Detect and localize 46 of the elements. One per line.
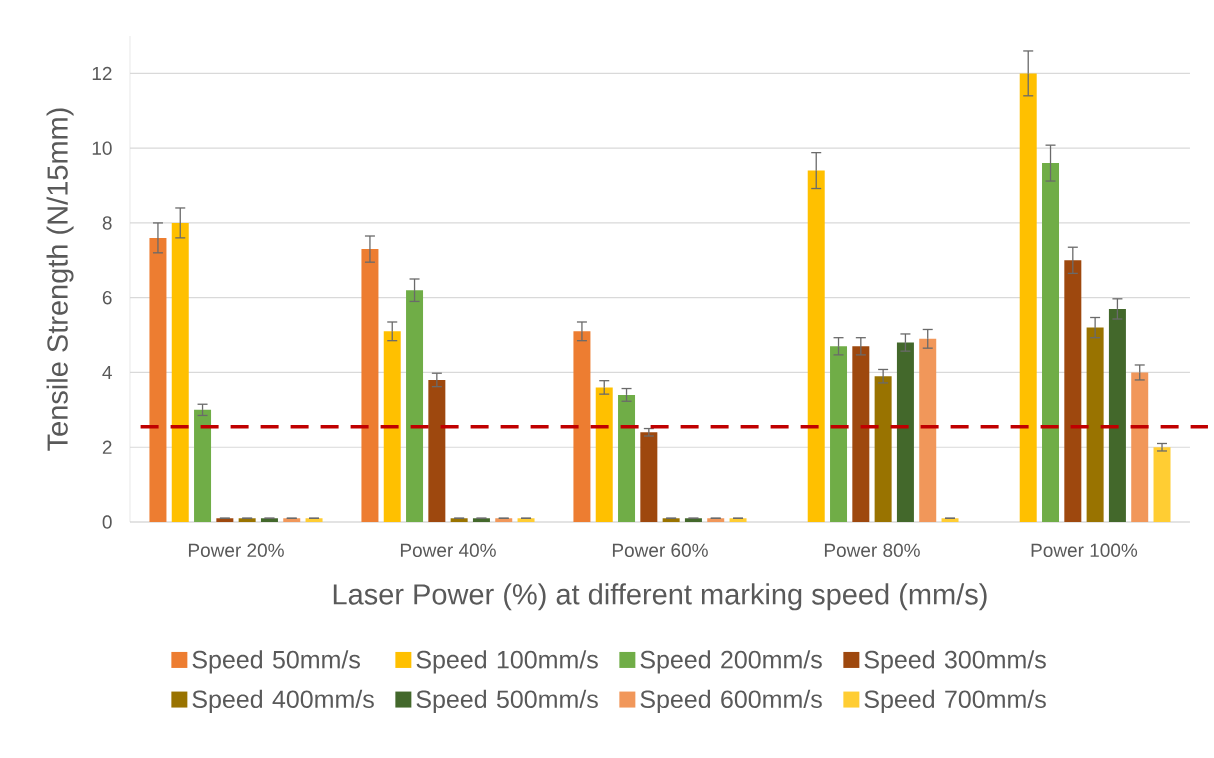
bar (1131, 372, 1149, 522)
x-tick-label: Power 60% (612, 543, 708, 557)
y-tick-label: 10 (92, 141, 112, 155)
legend-label: Speed 500mm/s (416, 689, 598, 714)
bar (1019, 73, 1037, 522)
legend-label: Speed 700mm/s (864, 689, 1046, 714)
bar (406, 290, 424, 522)
y-tick-label: 2 (102, 440, 112, 454)
bar (573, 331, 591, 522)
y-tick-label: 12 (92, 66, 112, 81)
x-tick-label: Power 100% (1031, 543, 1138, 557)
bar (1086, 327, 1104, 522)
bar (919, 338, 937, 522)
bar (618, 394, 636, 522)
legend-label: Speed 300mm/s (864, 650, 1046, 674)
bar (149, 237, 167, 522)
legend-label: Speed 50mm/s (192, 650, 360, 674)
x-tick-label: Power 80% (824, 543, 920, 557)
bar (1153, 447, 1171, 522)
bar (896, 342, 914, 522)
bar (1064, 260, 1082, 522)
legend-label: Speed 100mm/s (416, 650, 598, 674)
y-tick-label: 0 (102, 515, 112, 529)
x-axis-title: Laser Power (%) at different marking speed (mm/s) (333, 583, 987, 611)
bar (807, 170, 825, 522)
bar (852, 346, 870, 522)
legend-label: Speed 200mm/s (640, 650, 822, 674)
legend-label: Speed 400mm/s (192, 689, 374, 714)
bar (361, 249, 379, 522)
bar (383, 331, 401, 522)
bar (1108, 308, 1126, 522)
y-tick-label: 6 (102, 290, 112, 305)
x-tick-label: Power 20% (188, 543, 284, 557)
bar (1042, 163, 1060, 522)
bar (640, 432, 658, 522)
y-tick-label: 8 (102, 216, 112, 230)
y-tick-label: 4 (102, 365, 112, 379)
bar (874, 376, 892, 522)
bar (194, 409, 212, 522)
y-axis-title: Tensile Strength (N/15mm) (46, 108, 74, 451)
x-tick-label: Power 40% (400, 543, 496, 557)
legend-label: Speed 600mm/s (640, 689, 822, 714)
bar (428, 379, 446, 522)
bar (595, 387, 613, 522)
bar (830, 346, 848, 522)
bar (171, 222, 189, 522)
